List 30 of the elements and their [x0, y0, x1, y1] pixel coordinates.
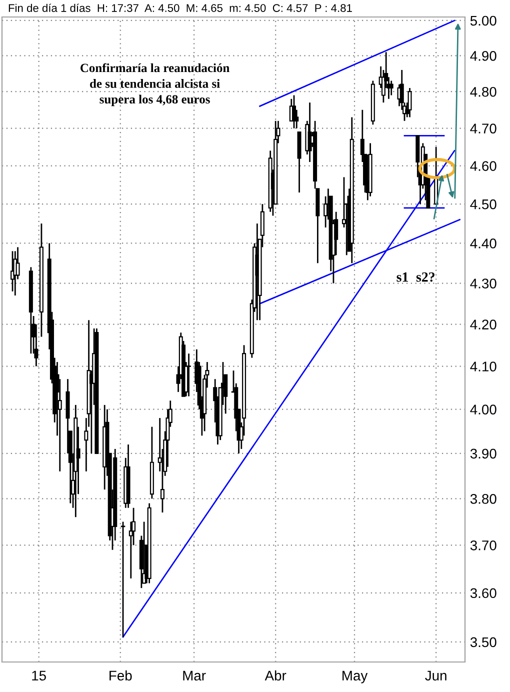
x-tick-label: Jun: [425, 670, 446, 681]
annotation: s1: [396, 272, 408, 282]
candlestick: [186, 352, 191, 397]
x-tick-label: 15: [32, 670, 46, 681]
y-tick-label: 3.90: [470, 448, 496, 459]
y-tick-label: 4.70: [470, 124, 496, 134]
candlestick: [120, 521, 126, 638]
x-tick-label: Mar: [183, 670, 206, 681]
annotation: s2?: [416, 272, 434, 282]
y-tick-label: 3.60: [470, 588, 496, 598]
x-tick-label: Abr: [264, 670, 286, 681]
chart-title: Fin de día 1 días H: 17:37 A: 4.50 M: 4.65 m: 4.50 C: 4.57 P : 4.81: [8, 4, 352, 12]
y-tick-label: 3.70: [470, 540, 496, 550]
y-tick-label: 4.30: [470, 278, 496, 288]
y-tick-label: 4.80: [470, 86, 496, 97]
x-tick-label: Feb: [110, 670, 132, 681]
y-tick-label: 4.20: [470, 320, 496, 330]
y-tick-label: 4.00: [470, 404, 496, 414]
annotation: Confirmaría la reanudación de su tendencia alcista si supera los 4,68 euros: [80, 63, 230, 106]
candlestick: [389, 80, 394, 96]
y-tick-label: 4.60: [470, 161, 496, 171]
x-tick-label: May: [342, 670, 368, 684]
y-tick-label: 4.90: [470, 51, 496, 61]
y-tick-label: 3.50: [470, 637, 496, 648]
y-tick-label: 3.80: [470, 494, 496, 504]
y-tick-label: 4.50: [470, 199, 496, 210]
y-tick-label: 5.00: [470, 16, 496, 26]
y-tick-label: 4.40: [470, 238, 496, 248]
candlestick: [292, 94, 296, 129]
y-tick-label: 4.10: [470, 362, 496, 372]
